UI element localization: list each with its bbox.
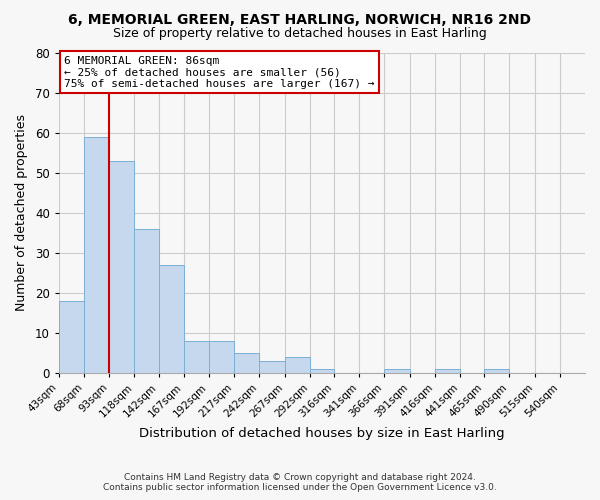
Bar: [158, 264, 184, 373]
Text: Size of property relative to detached houses in East Harling: Size of property relative to detached ho…: [113, 28, 487, 40]
Bar: [234, 353, 259, 373]
Bar: [209, 341, 234, 373]
Bar: [385, 369, 410, 373]
Bar: [109, 160, 134, 373]
Text: Contains HM Land Registry data © Crown copyright and database right 2024.
Contai: Contains HM Land Registry data © Crown c…: [103, 473, 497, 492]
Bar: [259, 361, 284, 373]
Bar: [435, 369, 460, 373]
Bar: [484, 369, 509, 373]
Bar: [310, 369, 334, 373]
Bar: [284, 357, 310, 373]
Bar: [134, 228, 158, 373]
Text: 6 MEMORIAL GREEN: 86sqm
← 25% of detached houses are smaller (56)
75% of semi-de: 6 MEMORIAL GREEN: 86sqm ← 25% of detache…: [64, 56, 374, 89]
Y-axis label: Number of detached properties: Number of detached properties: [15, 114, 28, 311]
Bar: [184, 341, 209, 373]
Text: 6, MEMORIAL GREEN, EAST HARLING, NORWICH, NR16 2ND: 6, MEMORIAL GREEN, EAST HARLING, NORWICH…: [68, 12, 532, 26]
Bar: [84, 136, 109, 373]
X-axis label: Distribution of detached houses by size in East Harling: Distribution of detached houses by size …: [139, 427, 505, 440]
Bar: [59, 300, 84, 373]
